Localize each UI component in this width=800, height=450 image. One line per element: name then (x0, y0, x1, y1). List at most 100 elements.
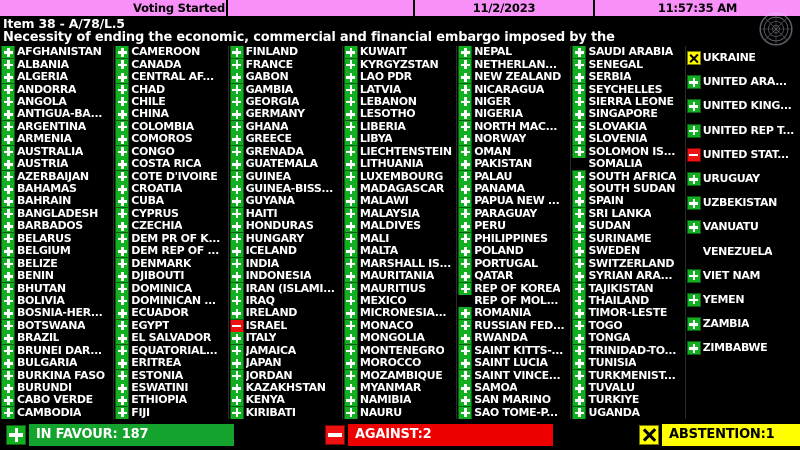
country-row: GUATEMALA (229, 157, 342, 171)
yes-icon (115, 95, 130, 109)
country-row: NORTH MAC... (457, 120, 570, 134)
country-name: BHUTAN (17, 282, 66, 295)
country-name: NIGER (474, 95, 511, 108)
tally-in-favour: IN FAVOUR: 187 (6, 423, 234, 446)
country-row: SOUTH AFRICA (571, 170, 684, 183)
country-row: PORTUGAL (457, 257, 570, 270)
country-row: NIGERIA (457, 108, 570, 121)
country-row: SOUTH SUDAN (571, 182, 684, 196)
country-name: AFGHANISTAN (17, 46, 102, 59)
country-row: MALAYSIA (343, 207, 456, 221)
country-row: AZERBAIJAN (0, 170, 113, 183)
yes-icon (572, 406, 587, 420)
country-name: SAINT LUCIA (474, 357, 548, 370)
country-name: UZBEKISTAN (702, 197, 777, 210)
yes-icon (1, 245, 15, 258)
yes-icon (458, 157, 473, 171)
country-name: BELIZE (17, 257, 58, 270)
country-name: IRELAND (245, 307, 298, 320)
country-name: DEM REP OF ... (131, 245, 219, 258)
country-name: MAURITANIA (359, 270, 434, 283)
yes-icon (1, 394, 15, 407)
yes-icon (1, 282, 15, 295)
country-name: TURKMENIST... (588, 369, 676, 382)
country-name: ICELAND (245, 245, 297, 258)
country-name: KAZAKHSTAN (245, 382, 326, 395)
country-row: CANADA (114, 58, 227, 71)
yes-icon (115, 46, 130, 59)
country-name: UNITED REP T... (702, 124, 794, 137)
yes-icon (1, 257, 15, 270)
yes-icon (572, 344, 587, 357)
country-name: JORDAN (245, 369, 293, 382)
yes-icon (343, 257, 358, 270)
country-name: CAMEROON (131, 46, 200, 59)
country-name: MONACO (359, 319, 414, 332)
country-name: ETHIOPIA (131, 394, 187, 407)
country-row: JAPAN (229, 356, 342, 370)
country-row: BHUTAN (0, 282, 113, 295)
yes-icon (686, 123, 701, 138)
yes-icon (572, 282, 587, 295)
status-blank-cell (228, 0, 415, 16)
country-row: LIBYA (343, 133, 456, 146)
yes-icon (1, 307, 15, 320)
yes-icon (1, 182, 15, 196)
country-row: TAJIKISTAN (571, 282, 684, 295)
country-row: EQUATORIAL... (114, 344, 227, 357)
yes-icon (229, 133, 244, 146)
country-row: SAMOA (457, 381, 570, 395)
country-name: LIBYA (359, 133, 393, 146)
country-name: UNITED KING... (702, 100, 792, 113)
country-name: SENEGAL (588, 58, 643, 71)
country-name: ESTONIA (131, 369, 183, 382)
country-name: REP OF KOREA (474, 282, 561, 295)
country-row: COLOMBIA (114, 120, 227, 134)
country-row: PARAGUAY (457, 207, 570, 221)
yes-icon (115, 232, 130, 245)
country-row: POLAND (457, 245, 570, 258)
country-name: CYPRUS (131, 207, 179, 220)
country-name: YEMEN (702, 293, 745, 306)
yes-icon (343, 232, 358, 245)
yes-icon (229, 46, 244, 59)
yes-icon (458, 95, 473, 109)
country-row: ERITREA (114, 356, 227, 370)
yes-icon (572, 83, 587, 96)
yes-icon (229, 95, 244, 109)
country-name: HUNGARY (245, 232, 304, 245)
country-row: CAMBODIA (0, 406, 113, 420)
country-name: NICARAGUA (474, 83, 545, 96)
yes-icon (115, 83, 130, 96)
yes-icon (229, 182, 244, 196)
yes-icon (229, 170, 244, 183)
agenda-item-title: Necessity of ending the economic, commer… (3, 30, 615, 45)
yes-icon (1, 207, 15, 221)
country-row: FIJI (114, 406, 227, 420)
country-name: BRAZIL (17, 332, 60, 345)
yes-icon (229, 145, 244, 158)
yes-icon (572, 120, 587, 134)
yes-icon (1, 83, 15, 96)
country-name: UGANDA (588, 406, 640, 419)
yes-icon (1, 95, 15, 109)
no-icon (229, 319, 244, 333)
yes-icon (458, 207, 473, 221)
country-name: TIMOR-LESTE (588, 307, 668, 320)
yes-icon (229, 120, 244, 134)
country-row: SAN MARINO (457, 394, 570, 407)
country-name: BOLIVIA (17, 294, 65, 307)
country-row: UZBEKISTAN (686, 191, 800, 215)
country-name: BAHAMAS (17, 183, 77, 196)
country-row: YEMEN (686, 288, 800, 312)
country-name: TUVALU (588, 382, 635, 395)
yes-icon (343, 83, 358, 96)
country-name: GUINEA-BISS... (245, 183, 333, 196)
yes-icon (229, 220, 244, 233)
yes-icon (115, 356, 130, 370)
yes-icon (458, 282, 473, 295)
country-name: TÜRKIYE (588, 394, 640, 407)
country-name: COSTA RICA (131, 158, 202, 171)
country-row: HAITI (229, 207, 342, 221)
country-name: MEXICO (359, 294, 407, 307)
